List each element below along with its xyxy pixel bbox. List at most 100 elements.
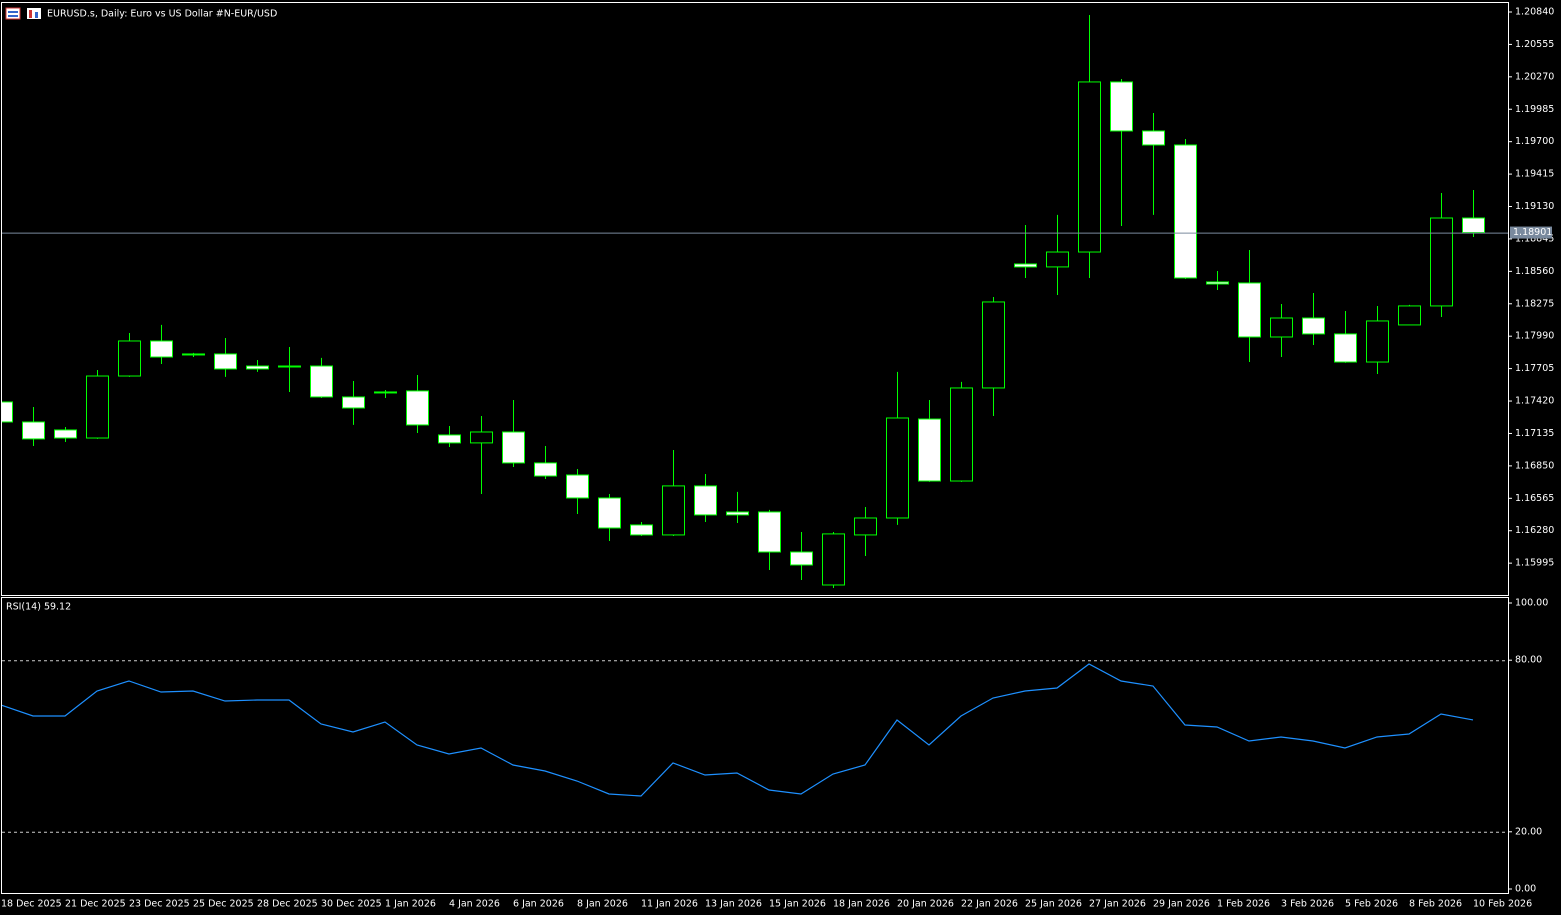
y-tick-label: 1.18845 <box>1515 233 1554 244</box>
candle-body <box>1462 217 1485 234</box>
icon <box>5 7 21 20</box>
candle-body <box>118 340 141 377</box>
candle-body <box>342 396 365 409</box>
axes: 1.20840 1.20555 1.20270 1.19985 1.19700 1.194… <box>1 6 1554 909</box>
price-panel <box>2 14 1508 588</box>
y-tick-label: 1.19130 <box>1515 201 1554 212</box>
candle-body <box>1174 144 1197 279</box>
candle-body <box>1430 217 1453 307</box>
candle-body <box>1366 320 1389 363</box>
y-tick-label: 1.20840 <box>1515 6 1554 17</box>
candle-body <box>374 391 397 394</box>
candle-body <box>2 401 13 423</box>
chart-title: EURUSD.s, Daily: Euro vs US Dollar #N-EU… <box>47 9 277 20</box>
x-tick-label: 22 Jan 2026 <box>961 899 1018 910</box>
rsi-panel <box>2 660 1508 833</box>
candle-body <box>1014 263 1037 268</box>
y-tick-label: 1.19700 <box>1515 136 1554 147</box>
candle-body <box>598 497 621 529</box>
y-tick-label: 0.00 <box>1515 883 1536 894</box>
x-tick-label: 11 Jan 2026 <box>641 899 698 910</box>
y-tick-label: 1.16850 <box>1515 460 1554 471</box>
candle-body <box>86 375 109 439</box>
candle-body <box>630 524 653 536</box>
x-tick-label: 10 Feb 2026 <box>1473 899 1532 910</box>
icon <box>8 11 18 13</box>
icon <box>35 12 38 18</box>
y-tick-label: 1.18275 <box>1515 298 1554 309</box>
x-tick-label: 8 Jan 2026 <box>577 899 628 910</box>
y-tick-label: 1.15995 <box>1515 558 1554 569</box>
candle-body <box>1046 251 1069 268</box>
rsi-title: RSI(14) 59.12 <box>6 602 71 613</box>
candle-body <box>1110 81 1133 132</box>
candle-body <box>1302 317 1325 335</box>
candle-body <box>1270 317 1293 338</box>
candle-body <box>1142 130 1165 146</box>
y-tick-label: 1.17705 <box>1515 363 1554 374</box>
candle-body <box>662 485 685 536</box>
x-tick-label: 30 Dec 2025 <box>321 899 382 910</box>
y-tick-label: 1.17420 <box>1515 396 1554 407</box>
candle-body <box>470 431 493 444</box>
candle-body <box>854 517 877 536</box>
candle-body <box>758 511 781 553</box>
y-tick-label: 1.16565 <box>1515 493 1554 504</box>
x-tick-label: 29 Jan 2026 <box>1153 899 1210 910</box>
y-tick-label: 1.16280 <box>1515 525 1554 536</box>
x-tick-label: 13 Jan 2026 <box>705 899 762 910</box>
candle-body <box>1238 282 1261 338</box>
x-tick-label: 1 Feb 2026 <box>1217 899 1270 910</box>
candle-body <box>406 390 429 426</box>
candle-body <box>566 474 589 499</box>
candle-body <box>438 434 461 444</box>
y-tick-label: 1.19415 <box>1515 169 1554 180</box>
candle-body <box>694 485 717 516</box>
x-tick-label: 18 Jan 2026 <box>833 899 890 910</box>
candle-body <box>982 301 1005 389</box>
rsi-frame <box>1 597 1509 894</box>
x-tick-label: 8 Feb 2026 <box>1409 899 1462 910</box>
price-label: 1.18901 <box>1513 227 1552 238</box>
candle-body <box>22 421 45 440</box>
candle-body <box>534 462 557 477</box>
x-tick-label: 25 Dec 2025 <box>193 899 254 910</box>
y-tick-label: 1.20555 <box>1515 39 1554 50</box>
candle-body <box>214 353 237 370</box>
y-tick-label: 100.00 <box>1515 598 1548 609</box>
main-frame <box>1 2 1509 596</box>
candle-body <box>1334 333 1357 363</box>
y-tick-label: 1.17135 <box>1515 428 1554 439</box>
candle-body <box>886 417 909 519</box>
x-tick-label: 5 Feb 2026 <box>1345 899 1398 910</box>
icon <box>29 10 32 18</box>
candle-body <box>502 431 525 464</box>
x-tick-label: 25 Jan 2026 <box>1025 899 1082 910</box>
candle-body <box>822 533 845 586</box>
candle-body <box>1398 305 1421 326</box>
x-tick-label: 21 Dec 2025 <box>65 899 126 910</box>
y-tick-label: 1.20270 <box>1515 71 1554 82</box>
candle-body <box>310 365 333 398</box>
candle-body <box>150 340 173 358</box>
x-tick-label: 23 Dec 2025 <box>129 899 190 910</box>
icon <box>8 15 18 17</box>
y-tick-label: 20.00 <box>1515 826 1542 837</box>
y-tick-label: 1.18560 <box>1515 266 1554 277</box>
candle-body <box>790 551 813 566</box>
y-tick-label: 1.17990 <box>1515 331 1554 342</box>
rsi-line <box>2 663 1474 797</box>
x-tick-label: 15 Jan 2026 <box>769 899 826 910</box>
symbol-icons <box>5 7 41 20</box>
candle-body <box>1206 281 1229 285</box>
candle-body <box>918 418 941 482</box>
candle-body <box>278 365 301 368</box>
y-tick-label: 1.19985 <box>1515 104 1554 115</box>
x-tick-label: 20 Jan 2026 <box>897 899 954 910</box>
x-tick-label: 4 Jan 2026 <box>449 899 500 910</box>
icon <box>27 8 41 19</box>
x-tick-label: 28 Dec 2025 <box>257 899 318 910</box>
x-tick-label: 3 Feb 2026 <box>1281 899 1334 910</box>
